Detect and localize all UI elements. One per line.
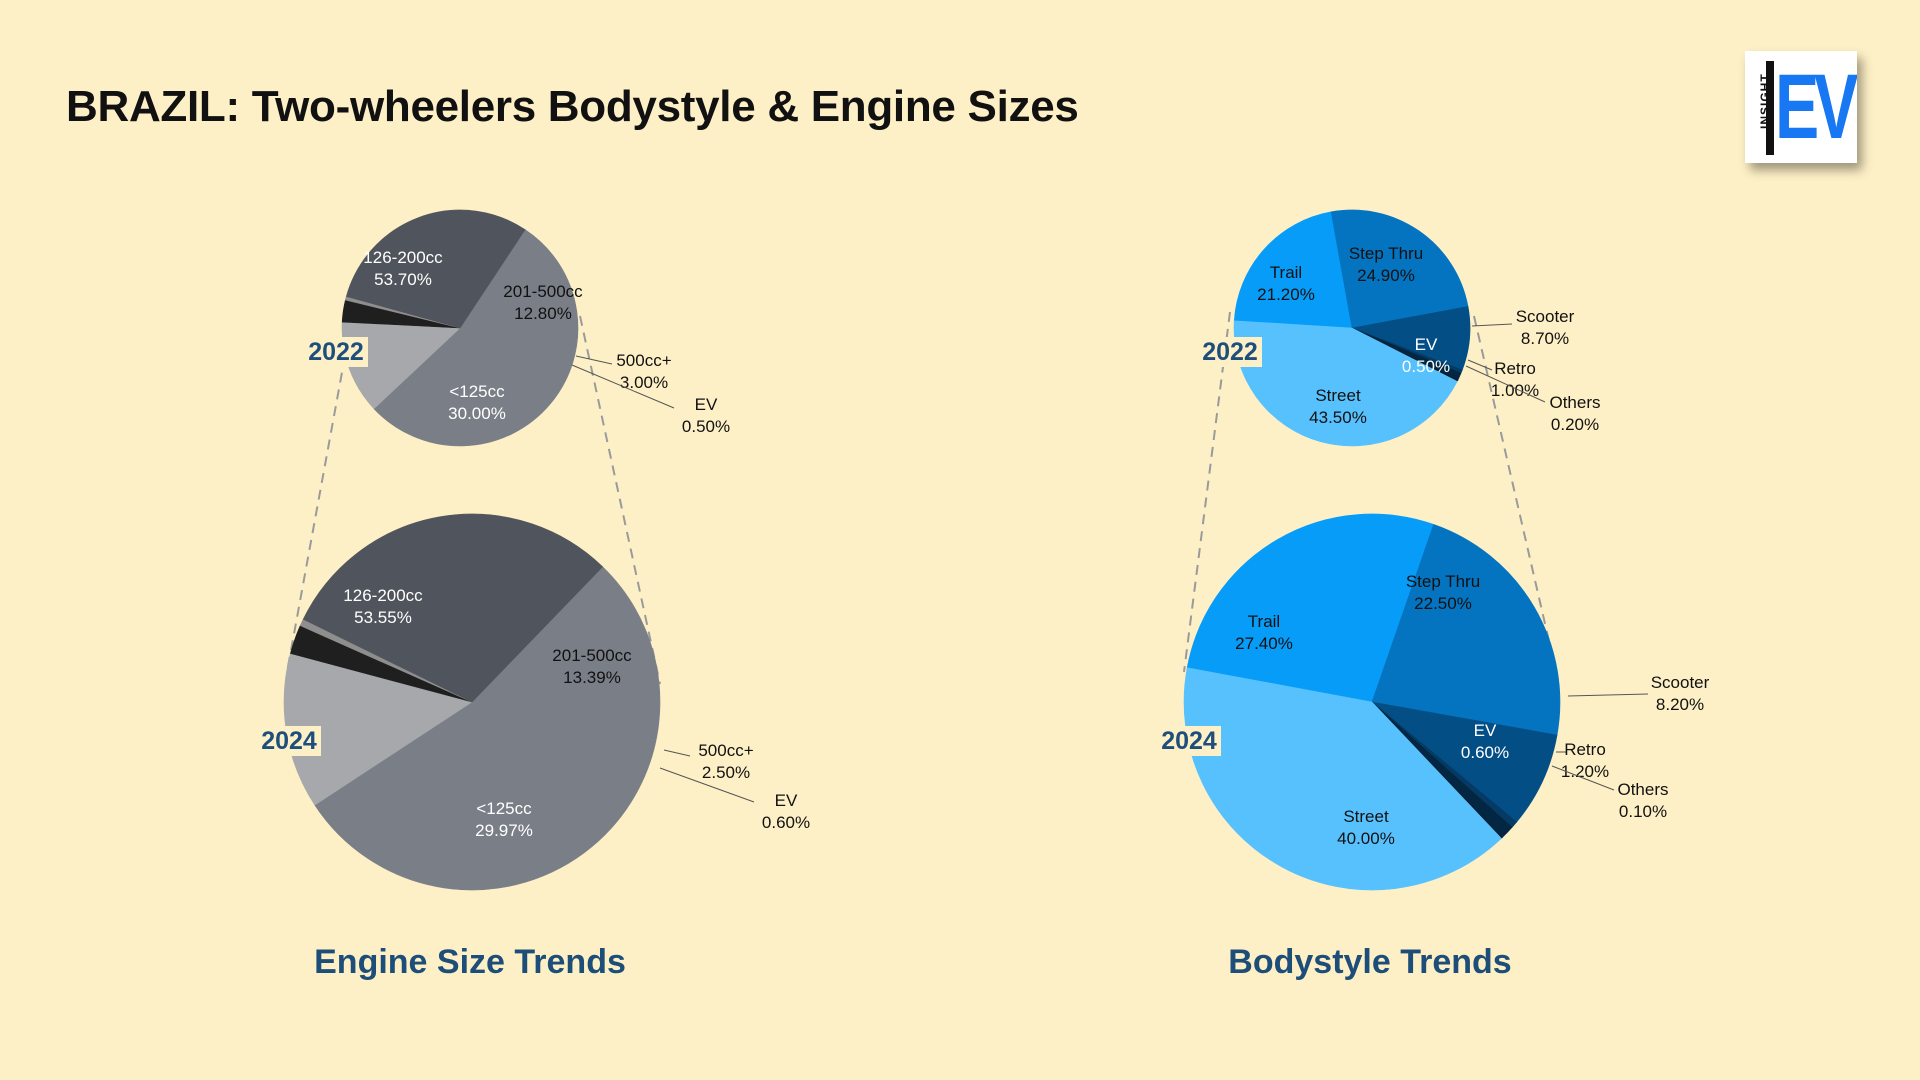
slice-step-thru [1371, 524, 1561, 736]
slice-label-126-200cc: 126-200cc 53.55% [343, 586, 423, 627]
brand-logo: INSIGHT EV [1745, 51, 1857, 163]
leader-line-others [1551, 765, 1615, 791]
slice-scooter [1370, 701, 1558, 823]
slice-label-lt-125cc: <125cc 29.97% [475, 799, 533, 840]
slice-label-street: Street 40.00% [1337, 807, 1395, 848]
slice-126-200cc [314, 566, 661, 891]
connector-line [579, 315, 661, 685]
year-label-2024: 2024 [257, 726, 321, 756]
leader-line-scooter [1471, 323, 1513, 327]
year-text: 2022 [308, 338, 364, 366]
slice-label-201-500cc: 201-500cc 12.80% [503, 282, 583, 323]
leader-line-scooter [1567, 693, 1649, 697]
leader-line-ev [659, 767, 755, 803]
slice-126-200cc [373, 229, 579, 447]
slice-label-retro: Retro 1.00% [1491, 359, 1539, 400]
year-label-bg [1198, 337, 1262, 367]
year-text: 2022 [1202, 338, 1258, 366]
leader-line-others [1465, 365, 1546, 403]
slice-label-ev: EV 0.50% [682, 395, 730, 436]
pie-2022: 126-200cc 53.70% 201-500cc 12.80% 500cc+ 3.00… [304, 209, 730, 447]
year-label-bg [1157, 726, 1221, 756]
logo-big-text: EV [1775, 56, 1857, 158]
slice-label-500cc-plus: 500cc+ 3.00% [616, 351, 671, 392]
year-label-bg [257, 726, 321, 756]
leader-line-retro [1467, 359, 1493, 371]
leader-line-500cc-plus [575, 355, 613, 365]
slice-trail [1233, 211, 1353, 329]
connector-line [286, 355, 346, 673]
slice-label-ev: EV 0.50% [1402, 335, 1450, 376]
year-label-2024: 2024 [1157, 726, 1221, 756]
slice-trail [1186, 513, 1435, 703]
slice-label-retro: Retro 1.20% [1561, 740, 1609, 781]
pie-2024: Trail 27.40% Step Thru 22.50% Scooter 8.20% EV… [1157, 513, 1710, 891]
slice-label-step-thru: Step Thru 22.50% [1406, 572, 1480, 613]
connector-line [1473, 315, 1559, 681]
slice-label-lt-125cc: <125cc 30.00% [448, 382, 506, 423]
chart-title: Engine Size Trends [314, 943, 626, 981]
logo-bar [1766, 61, 1774, 155]
page-title: BRAZIL: Two-wheelers Bodystyle & Engine … [66, 82, 1079, 131]
year-text: 2024 [261, 727, 317, 755]
engine-size-trends-chart: 126-200cc 53.70% 201-500cc 12.80% 500cc+ 3.00… [257, 209, 810, 981]
slice-lt-125cc [302, 513, 604, 703]
year-text: 2024 [1161, 727, 1217, 755]
slice-label-trail: Trail 21.20% [1257, 263, 1315, 304]
year-label-2022: 2022 [1198, 337, 1262, 367]
slice-label-ev: EV 0.60% [762, 791, 810, 832]
slice-label-scooter: Scooter 8.70% [1516, 307, 1575, 348]
slice-label-126-200cc: 126-200cc 53.70% [363, 248, 443, 289]
leader-line-500cc-plus [663, 749, 691, 757]
slice-label-others: Others 0.20% [1549, 393, 1600, 434]
slice-label-201-500cc: 201-500cc 13.39% [552, 646, 632, 687]
connector-line [1183, 311, 1231, 673]
slice-label-trail: Trail 27.40% [1235, 612, 1293, 653]
slice-201-500cc [341, 321, 461, 410]
bodystyle-trends-chart: Trail 21.20% Step Thru 24.90% Scooter 8.70% EV… [1157, 209, 1710, 981]
slice-label-500cc-plus: 500cc+ 2.50% [698, 741, 753, 782]
slice-label-street: Street 43.50% [1309, 386, 1367, 427]
pie-2022: Trail 21.20% Step Thru 24.90% Scooter 8.70% EV… [1198, 209, 1601, 447]
slice-step-thru [1330, 209, 1469, 329]
chart-title: Bodystyle Trends [1228, 943, 1511, 981]
slice-label-scooter: Scooter 8.20% [1651, 673, 1710, 714]
slice-lt-125cc [345, 209, 526, 329]
slice-label-ev: EV 0.60% [1461, 721, 1509, 762]
leader-line-ev [571, 364, 675, 409]
year-label-bg [304, 337, 368, 367]
year-label-2022: 2022 [304, 337, 368, 367]
pie-2024: 126-200cc 53.55% 201-500cc 13.39% 500cc+ 2.50… [257, 513, 810, 891]
slice-label-others: Others 0.10% [1617, 780, 1668, 821]
slice-label-step-thru: Step Thru 24.90% [1349, 244, 1423, 285]
